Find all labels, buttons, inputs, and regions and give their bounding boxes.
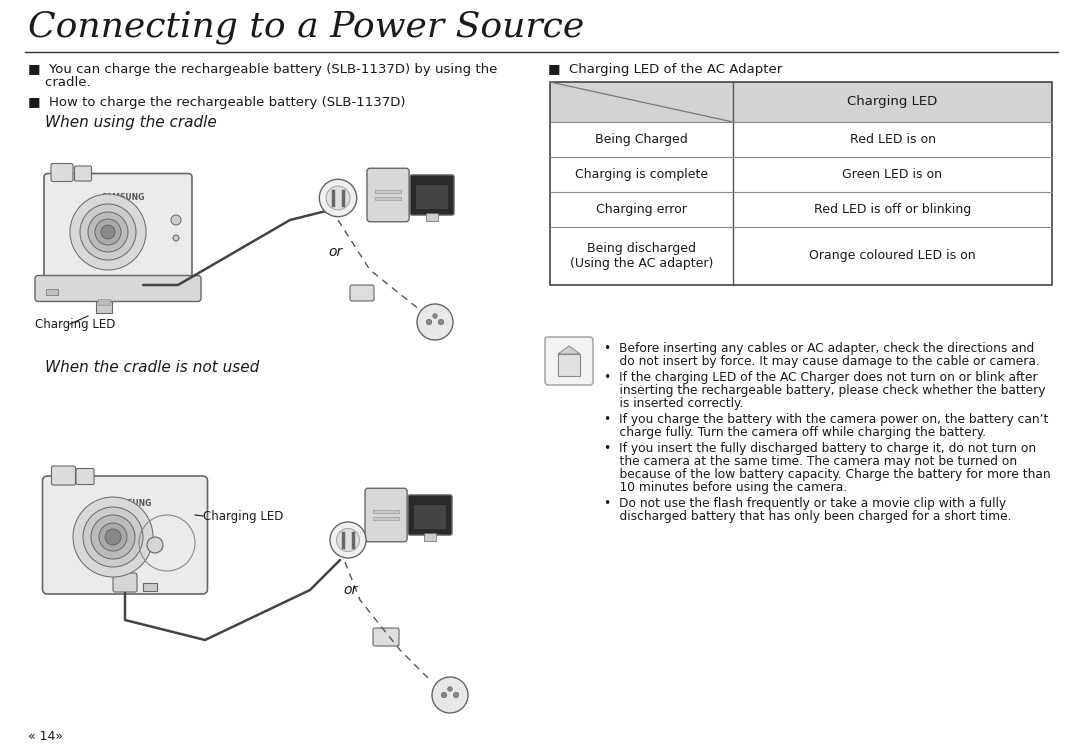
Bar: [426, 213, 438, 221]
Text: 10 minutes before using the camera.: 10 minutes before using the camera.: [604, 481, 847, 494]
Bar: [143, 583, 157, 591]
Text: •  Do not use the flash frequently or take a movie clip with a fully: • Do not use the flash frequently or tak…: [604, 497, 1007, 510]
Text: Connecting to a Power Source: Connecting to a Power Source: [28, 10, 584, 44]
Circle shape: [330, 522, 366, 558]
Circle shape: [73, 497, 153, 577]
Circle shape: [99, 523, 127, 551]
Text: SAMSUNG: SAMSUNG: [108, 498, 151, 507]
Text: Charging is complete: Charging is complete: [575, 168, 708, 181]
Text: Charging LED: Charging LED: [35, 318, 116, 331]
Text: When the cradle is not used: When the cradle is not used: [45, 360, 259, 375]
Circle shape: [326, 186, 350, 210]
Bar: [98, 298, 110, 304]
Bar: [550, 82, 1052, 285]
Text: or: or: [342, 583, 357, 597]
Text: charge fully. Turn the camera off while charging the battery.: charge fully. Turn the camera off while …: [604, 426, 986, 439]
Circle shape: [337, 528, 360, 551]
Text: •  Before inserting any cables or AC adapter, check the directions and: • Before inserting any cables or AC adap…: [604, 342, 1035, 355]
FancyBboxPatch shape: [410, 175, 454, 215]
Bar: [46, 289, 58, 295]
FancyBboxPatch shape: [76, 468, 94, 484]
FancyBboxPatch shape: [44, 174, 192, 286]
Circle shape: [91, 515, 135, 559]
Text: Being discharged
(Using the AC adapter): Being discharged (Using the AC adapter): [570, 242, 713, 270]
Text: because of the low battery capacity. Charge the battery for more than: because of the low battery capacity. Cha…: [604, 468, 1051, 481]
Bar: [375, 190, 401, 193]
Circle shape: [442, 692, 447, 698]
Text: Charging LED: Charging LED: [203, 510, 283, 523]
FancyBboxPatch shape: [373, 628, 399, 646]
FancyBboxPatch shape: [408, 495, 453, 535]
FancyBboxPatch shape: [35, 275, 201, 301]
Text: discharged battery that has only been charged for a short time.: discharged battery that has only been ch…: [604, 510, 1012, 523]
Circle shape: [417, 304, 453, 340]
Circle shape: [80, 204, 136, 260]
Bar: [96, 301, 112, 313]
Text: •  If you charge the battery with the camera power on, the battery can’t: • If you charge the battery with the cam…: [604, 413, 1049, 426]
Circle shape: [70, 194, 146, 270]
Circle shape: [427, 319, 432, 325]
FancyBboxPatch shape: [51, 163, 73, 181]
Text: Charging error: Charging error: [596, 203, 687, 216]
Text: ■  Charging LED of the AC Adapter: ■ Charging LED of the AC Adapter: [548, 63, 782, 76]
Circle shape: [83, 507, 143, 567]
FancyBboxPatch shape: [367, 169, 409, 222]
Circle shape: [320, 179, 356, 216]
Circle shape: [87, 212, 129, 252]
Text: or: or: [328, 245, 342, 259]
Text: do not insert by force. It may cause damage to the cable or camera.: do not insert by force. It may cause dam…: [604, 355, 1040, 368]
Text: Charging LED: Charging LED: [848, 95, 937, 108]
Circle shape: [105, 529, 121, 545]
Circle shape: [438, 319, 444, 325]
FancyBboxPatch shape: [52, 466, 76, 485]
Polygon shape: [558, 346, 580, 354]
Text: « 14»: « 14»: [28, 730, 63, 743]
Circle shape: [432, 677, 468, 713]
Bar: [414, 505, 446, 529]
FancyBboxPatch shape: [75, 166, 92, 181]
Text: •  If the charging LED of the AC Charger does not turn on or blink after: • If the charging LED of the AC Charger …: [604, 371, 1038, 384]
Circle shape: [448, 687, 453, 692]
FancyBboxPatch shape: [365, 488, 407, 542]
Circle shape: [173, 235, 179, 241]
Bar: [424, 533, 436, 541]
Bar: [375, 197, 401, 200]
Text: When using the cradle: When using the cradle: [45, 115, 217, 130]
Bar: [550, 82, 1052, 285]
Bar: [550, 82, 1052, 122]
Text: Orange coloured LED is on: Orange coloured LED is on: [809, 249, 976, 263]
Circle shape: [102, 225, 114, 239]
Text: the camera at the same time. The camera may not be turned on: the camera at the same time. The camera …: [604, 455, 1017, 468]
Circle shape: [454, 692, 459, 698]
FancyBboxPatch shape: [113, 573, 137, 592]
Circle shape: [147, 537, 163, 553]
Bar: [373, 510, 400, 513]
Circle shape: [171, 215, 181, 225]
Text: inserting the rechargeable battery, please check whether the battery: inserting the rechargeable battery, plea…: [604, 384, 1045, 397]
Text: Red LED is off or blinking: Red LED is off or blinking: [814, 203, 971, 216]
FancyBboxPatch shape: [545, 337, 593, 385]
Text: ■  You can charge the rechargeable battery (SLB-1137D) by using the: ■ You can charge the rechargeable batter…: [28, 63, 498, 76]
Polygon shape: [558, 354, 580, 376]
Circle shape: [95, 219, 121, 245]
Text: Green LED is on: Green LED is on: [842, 168, 943, 181]
Bar: [373, 517, 400, 520]
Bar: [416, 185, 448, 209]
Text: is inserted correctly.: is inserted correctly.: [604, 397, 743, 410]
Text: ■  How to charge the rechargeable battery (SLB-1137D): ■ How to charge the rechargeable battery…: [28, 96, 405, 109]
Text: Red LED is on: Red LED is on: [850, 133, 935, 146]
Text: Being Charged: Being Charged: [595, 133, 688, 146]
Text: cradle.: cradle.: [28, 76, 91, 89]
Text: SAMSUNG: SAMSUNG: [102, 193, 145, 202]
FancyBboxPatch shape: [350, 285, 374, 301]
FancyBboxPatch shape: [42, 476, 207, 594]
Circle shape: [433, 314, 437, 319]
Text: •  If you insert the fully discharged battery to charge it, do not turn on: • If you insert the fully discharged bat…: [604, 442, 1036, 455]
